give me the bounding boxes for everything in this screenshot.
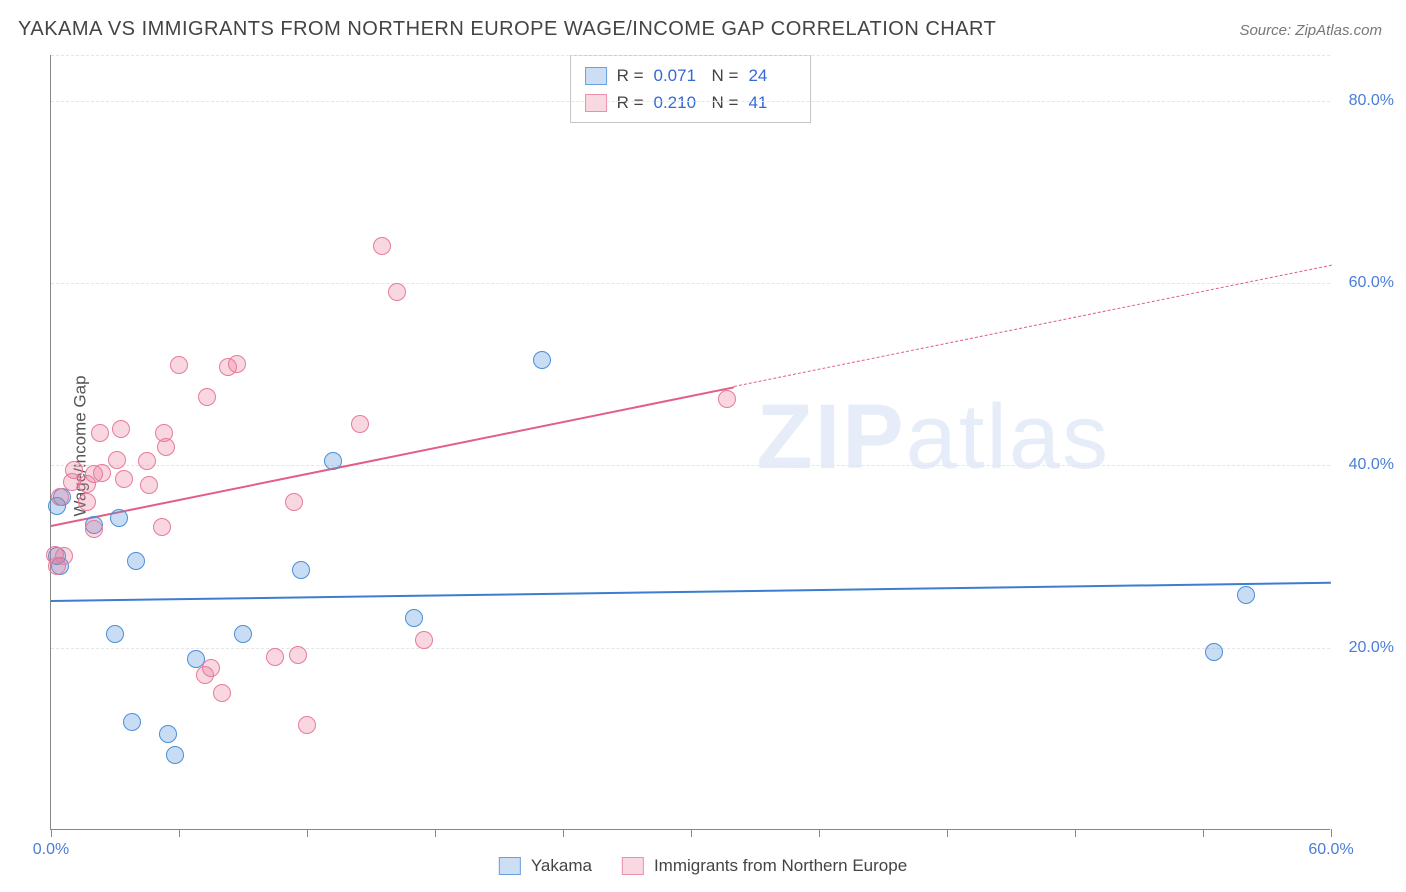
- legend-label: Yakama: [531, 856, 592, 876]
- n-value-immigrants: 41: [748, 89, 796, 116]
- y-gridline: [51, 465, 1330, 466]
- scatter-point-immigrants-northern-europe: [91, 424, 109, 442]
- legend-item-immigrants: Immigrants from Northern Europe: [622, 856, 907, 876]
- y-tick-label: 60.0%: [1349, 274, 1394, 292]
- scatter-point-immigrants-northern-europe: [153, 518, 171, 536]
- y-gridline: [51, 101, 1330, 102]
- scatter-point-immigrants-northern-europe: [108, 451, 126, 469]
- scatter-point-yakama: [106, 625, 124, 643]
- scatter-point-yakama: [533, 351, 551, 369]
- scatter-point-immigrants-northern-europe: [289, 646, 307, 664]
- source-attribution: Source: ZipAtlas.com: [1239, 22, 1382, 39]
- correlation-stats-box: R = 0.071 N = 24 R = 0.210 N = 41: [570, 55, 812, 123]
- scatter-point-immigrants-northern-europe: [285, 493, 303, 511]
- scatter-point-immigrants-northern-europe: [198, 388, 216, 406]
- n-value-yakama: 24: [748, 62, 796, 89]
- swatch-pink-icon: [622, 857, 644, 875]
- x-tick: [691, 829, 692, 837]
- scatter-point-yakama: [324, 452, 342, 470]
- y-tick-label: 20.0%: [1349, 639, 1394, 657]
- swatch-yakama-icon: [585, 67, 607, 85]
- y-tick-label: 40.0%: [1349, 456, 1394, 474]
- scatter-point-yakama: [292, 561, 310, 579]
- scatter-point-immigrants-northern-europe: [202, 659, 220, 677]
- r-value-yakama: 0.071: [654, 62, 702, 89]
- scatter-point-immigrants-northern-europe: [351, 415, 369, 433]
- r-label: R =: [617, 89, 644, 116]
- x-tick: [819, 829, 820, 837]
- scatter-point-yakama: [127, 552, 145, 570]
- scatter-point-immigrants-northern-europe: [78, 493, 96, 511]
- scatter-point-immigrants-northern-europe: [228, 355, 246, 373]
- scatter-point-yakama: [166, 746, 184, 764]
- scatter-point-immigrants-northern-europe: [140, 476, 158, 494]
- y-tick-label: 80.0%: [1349, 92, 1394, 110]
- watermark-text: ZIPatlas: [757, 385, 1110, 490]
- x-tick: [563, 829, 564, 837]
- n-label: N =: [712, 62, 739, 89]
- stats-row: R = 0.210 N = 41: [585, 89, 797, 116]
- scatter-point-immigrants-northern-europe: [112, 420, 130, 438]
- scatter-point-immigrants-northern-europe: [388, 283, 406, 301]
- scatter-point-immigrants-northern-europe: [213, 684, 231, 702]
- scatter-plot-area: ZIPatlas R = 0.071 N = 24 R = 0.210 N = …: [50, 55, 1330, 830]
- x-tick: [435, 829, 436, 837]
- scatter-point-yakama: [159, 725, 177, 743]
- legend-label: Immigrants from Northern Europe: [654, 856, 907, 876]
- legend: Yakama Immigrants from Northern Europe: [499, 856, 907, 876]
- scatter-point-yakama: [110, 509, 128, 527]
- scatter-point-yakama: [1205, 643, 1223, 661]
- scatter-point-immigrants-northern-europe: [718, 390, 736, 408]
- scatter-point-yakama: [405, 609, 423, 627]
- n-label: N =: [712, 89, 739, 116]
- legend-item-yakama: Yakama: [499, 856, 592, 876]
- x-tick: [1331, 829, 1332, 837]
- scatter-point-immigrants-northern-europe: [51, 488, 69, 506]
- scatter-point-immigrants-northern-europe: [157, 438, 175, 456]
- x-tick: [51, 829, 52, 837]
- x-tick-label: 60.0%: [1308, 841, 1353, 859]
- x-tick-label: 0.0%: [33, 841, 69, 859]
- scatter-point-yakama: [234, 625, 252, 643]
- y-gridline: [51, 648, 1330, 649]
- scatter-point-immigrants-northern-europe: [170, 356, 188, 374]
- x-tick: [307, 829, 308, 837]
- scatter-point-immigrants-northern-europe: [298, 716, 316, 734]
- x-tick: [1075, 829, 1076, 837]
- x-tick: [1203, 829, 1204, 837]
- scatter-point-immigrants-northern-europe: [266, 648, 284, 666]
- scatter-point-immigrants-northern-europe: [115, 470, 133, 488]
- scatter-point-immigrants-northern-europe: [55, 547, 73, 565]
- y-gridline: [51, 283, 1330, 284]
- stats-row: R = 0.071 N = 24: [585, 62, 797, 89]
- swatch-yakama-icon: [499, 857, 521, 875]
- scatter-point-immigrants-northern-europe: [138, 452, 156, 470]
- r-value-immigrants: 0.210: [654, 89, 702, 116]
- scatter-point-yakama: [123, 713, 141, 731]
- scatter-point-immigrants-northern-europe: [373, 237, 391, 255]
- scatter-point-immigrants-northern-europe: [85, 520, 103, 538]
- x-tick: [179, 829, 180, 837]
- x-tick: [947, 829, 948, 837]
- scatter-point-immigrants-northern-europe: [93, 464, 111, 482]
- scatter-point-yakama: [1237, 586, 1255, 604]
- y-gridline: [51, 55, 1330, 56]
- scatter-point-immigrants-northern-europe: [415, 631, 433, 649]
- r-label: R =: [617, 62, 644, 89]
- trend-line: [51, 582, 1331, 602]
- chart-title: YAKAMA VS IMMIGRANTS FROM NORTHERN EUROP…: [18, 18, 996, 41]
- swatch-pink-icon: [585, 94, 607, 112]
